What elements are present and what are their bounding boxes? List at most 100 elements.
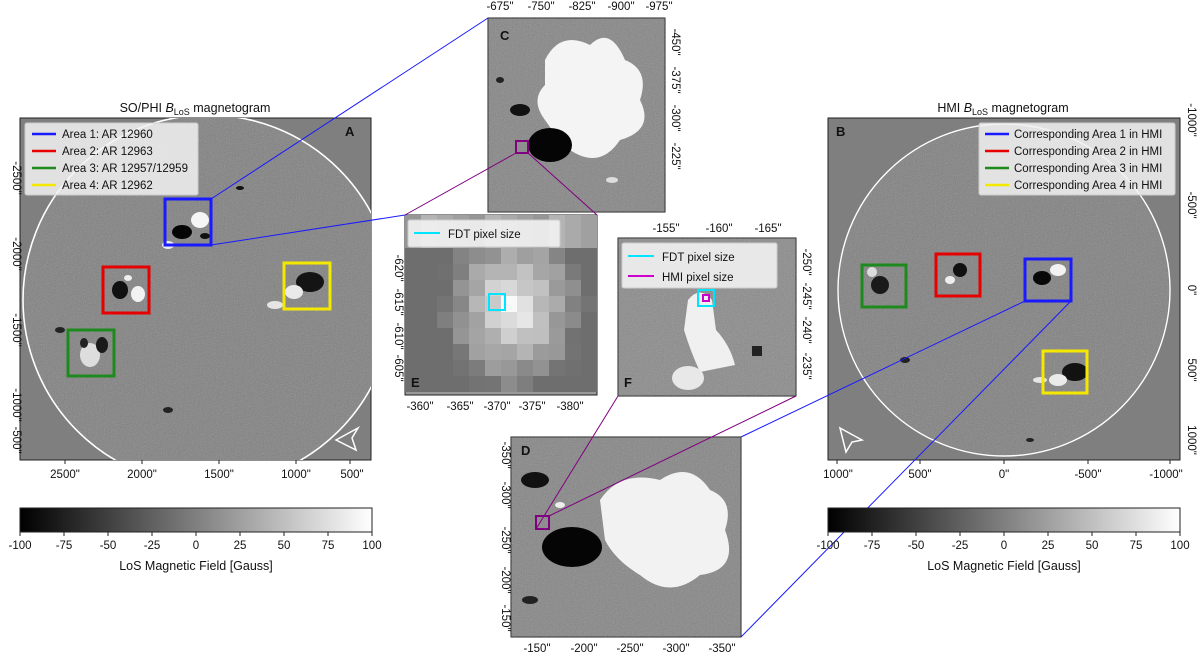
panel-c-yticks: -450" -375" -300" -225" <box>669 28 681 169</box>
panel-d-xtick: -200" <box>570 643 597 654</box>
panel-a-ytick: -2000" <box>10 237 22 271</box>
colorbar-right-ticks: -100 -75 -50 -25 0 25 50 75 100 <box>816 532 1190 552</box>
panel-e-pixel <box>437 344 453 360</box>
panel-e-pixel <box>485 312 501 328</box>
panel-a-legend-item: Area 3: AR 12957/12959 <box>62 163 188 175</box>
connector-a-to-c-top <box>210 17 489 200</box>
panel-e-pixel <box>485 328 501 344</box>
panel-a-xtick: 1500" <box>204 469 234 481</box>
panel-e-pixel <box>437 360 453 376</box>
colorbar-tick-label: 50 <box>1086 540 1099 552</box>
panel-c-ytick: -450" <box>669 28 681 55</box>
panel-e-pixel <box>437 328 453 344</box>
panel-d-xticks: -150" -200" -250" -300" -350" <box>523 643 735 655</box>
panel-e-pixel <box>421 328 437 344</box>
panel-e-fdt-pixel-box <box>488 293 506 311</box>
panel-e-pixel <box>549 312 565 328</box>
panel-e-pixel <box>501 280 517 296</box>
panel-e-pixel <box>453 248 469 264</box>
panel-d-ytick: -300" <box>499 481 511 508</box>
panel-e-pixel <box>565 328 581 344</box>
panel-e-pixel <box>469 264 485 280</box>
panel-e-pixel <box>421 312 437 328</box>
colorbar-tick-label: 25 <box>1042 540 1055 552</box>
panel-e-pixel <box>437 296 453 312</box>
panel-b-letter: B <box>836 124 845 139</box>
colorbar-tick-label: 100 <box>362 540 381 552</box>
panel-e-pixel <box>421 360 437 376</box>
panel-b-ytick: 0" <box>1185 285 1197 295</box>
colorbar-left-label: LoS Magnetic Field [Gauss] <box>119 559 273 573</box>
panel-e-pixel <box>581 312 597 328</box>
panel-e-pixel <box>453 280 469 296</box>
panel-e-letter: E <box>411 375 420 390</box>
panel-b-area3-box <box>860 263 908 309</box>
panel-c-letter: C <box>500 28 510 43</box>
panel-f-ytick: -235" <box>800 352 812 379</box>
panel-e-pixel <box>581 215 597 248</box>
colorbar-tick-label: -75 <box>864 540 881 552</box>
panel-f-xticks: -155" -160" -165" <box>652 223 781 235</box>
panel-b-ytick: -500" <box>1185 191 1197 218</box>
panel-d-xtick: -150" <box>523 643 550 654</box>
colorbar-tick-label: 100 <box>1170 540 1189 552</box>
colorbar-tick-label: -25 <box>952 540 969 552</box>
colorbar-tick-label: -75 <box>56 540 73 552</box>
panel-b-legend-item: Corresponding Area 1 in HMI <box>1014 129 1162 141</box>
panel-c-xtick: -675" <box>486 1 513 13</box>
panel-b-legend: Corresponding Area 1 in HMI Correspondin… <box>978 122 1176 196</box>
panel-e-pixel <box>549 248 565 264</box>
panel-e-pixel <box>501 344 517 360</box>
panel-e-pixel <box>533 328 549 344</box>
panel-c-xticks: -675" -750" -825" -900" -975" <box>486 1 672 13</box>
panel-f-plage <box>684 292 735 372</box>
panel-e-pixel <box>581 264 597 280</box>
panel-e-pixel <box>485 360 501 376</box>
panel-a-title-var: B <box>165 101 173 115</box>
panel-e-pixel <box>421 376 437 392</box>
panel-a-title: SO/PHI BLoS magnetogram <box>120 101 271 117</box>
panel-d-ytick: -200" <box>499 566 511 593</box>
panel-f-ytick: -245" <box>800 282 812 309</box>
panel-d-xtick: -350" <box>708 643 735 654</box>
panel-e-pixel <box>421 296 437 312</box>
connector-b-to-d-bottom <box>740 300 1072 638</box>
panel-e-pixel <box>517 280 533 296</box>
panel-e-xtick: -375" <box>518 401 545 413</box>
panel-e-legend-item: FDT pixel size <box>448 229 521 241</box>
panel-f-yticks: -250" -245" -240" -235" <box>800 248 812 379</box>
panel-e-pixel <box>485 280 501 296</box>
panel-f-xtick: -160" <box>705 223 732 235</box>
panel-e-pixel <box>549 376 565 392</box>
panel-b-title-suffix: magnetogram <box>988 101 1069 115</box>
panel-e-pixel <box>565 296 581 312</box>
panel-e-pixel <box>517 264 533 280</box>
colorbar-left-gradient <box>19 507 373 533</box>
panel-f-letter: F <box>624 375 632 390</box>
panel-a-xticks: 2500" 2000" 1500" 1000" 500" <box>50 460 364 481</box>
panel-a-title-suffix: magnetogram <box>190 101 271 115</box>
panel-a-title-sub: LoS <box>174 107 190 117</box>
panel-e-pixel <box>405 280 421 296</box>
panel-b: HMI BLoS magnetogram <box>823 101 1197 481</box>
panel-e-pixel <box>581 248 597 264</box>
panel-a-letter: A <box>345 124 355 139</box>
panel-f-ytick: -250" <box>800 248 812 275</box>
panel-e-pixel <box>469 312 485 328</box>
panel-b-title-sub: LoS <box>972 107 988 117</box>
panel-e-pixel <box>517 296 533 312</box>
panel-e-pixel <box>581 296 597 312</box>
colorbar-tick-label: -100 <box>8 540 31 552</box>
panel-b-legend-item: Corresponding Area 2 in HMI <box>1014 146 1162 158</box>
panel-c-xtick: -975" <box>645 1 672 13</box>
panel-a-ytick: -2500" <box>10 161 22 195</box>
panel-f-ytick: -240" <box>800 316 812 343</box>
panel-a-area4-box <box>282 261 332 311</box>
panel-f-legend-item: HMI pixel size <box>662 272 734 284</box>
panel-e-pixel <box>405 376 421 392</box>
panel-e-pixel <box>549 344 565 360</box>
colorbar-right-label: LoS Magnetic Field [Gauss] <box>927 559 1081 573</box>
colorbar-left: -100 -75 -50 -25 0 25 50 75 100 LoS Magnetic Fie… <box>8 507 382 573</box>
panel-e-pixel <box>581 328 597 344</box>
panel-c-zoom-box <box>515 140 529 154</box>
